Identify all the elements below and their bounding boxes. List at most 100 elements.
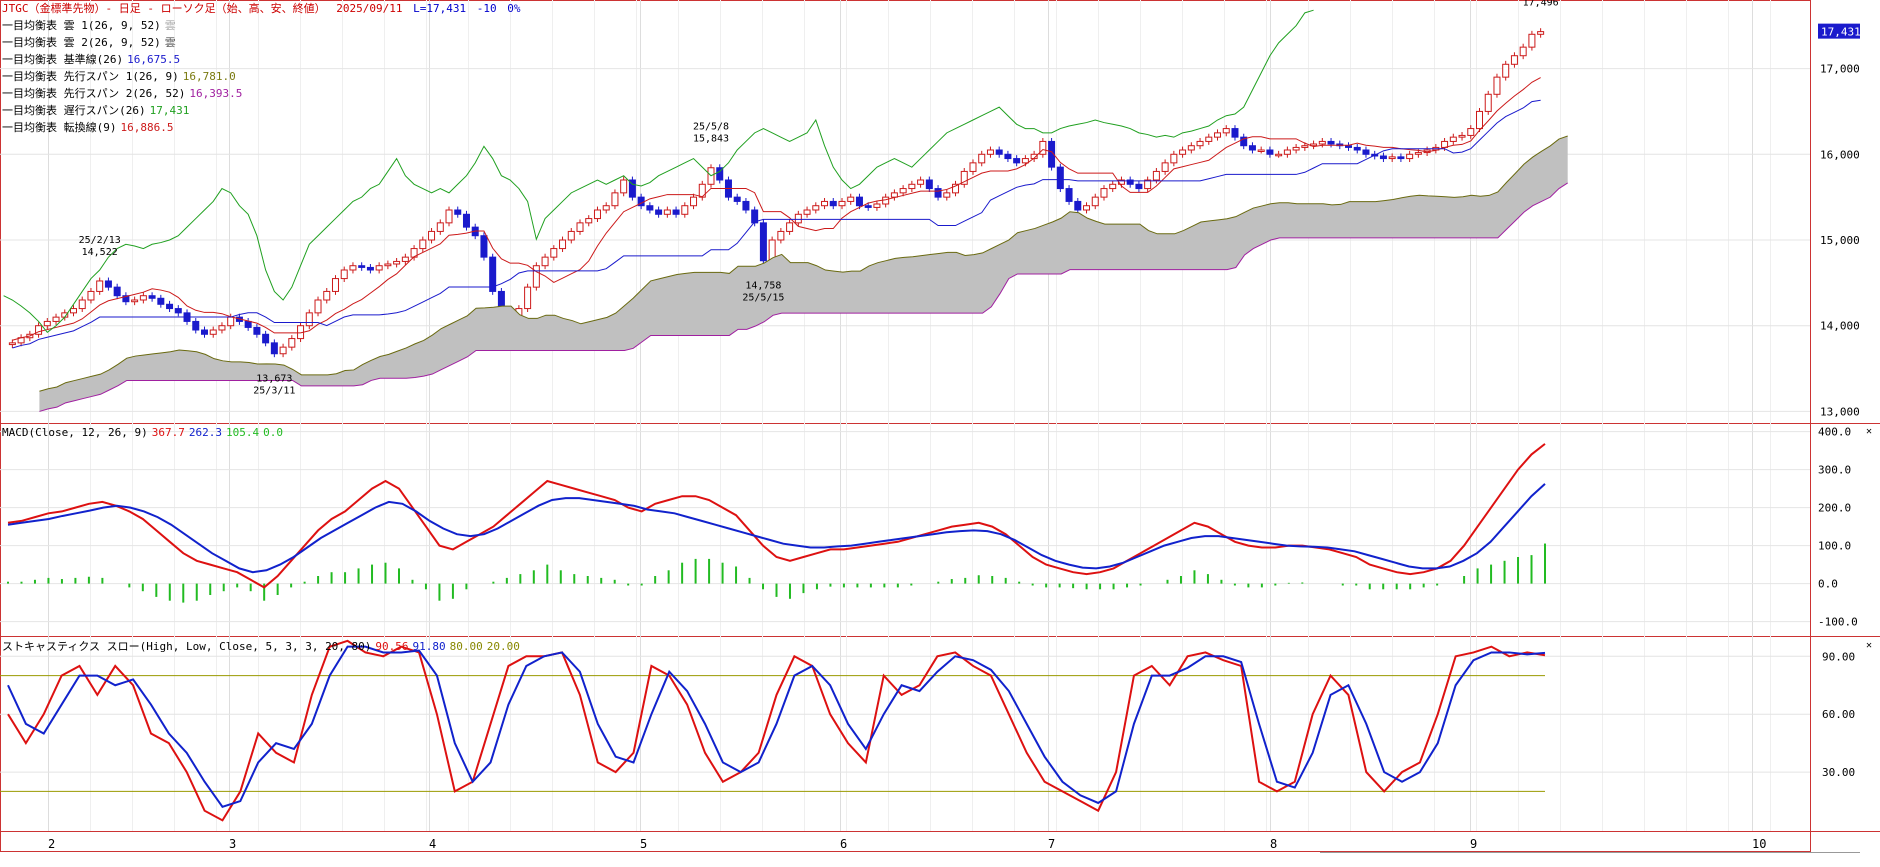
close-macd-icon[interactable]: ✕ bbox=[1865, 426, 1873, 437]
candle-body bbox=[1013, 158, 1021, 164]
candle-body bbox=[1074, 200, 1082, 211]
candle-body bbox=[1039, 140, 1047, 155]
stoch-upper-value: 80.00 bbox=[449, 640, 483, 653]
senkou-span-b-line bbox=[39, 182, 1568, 412]
candle-body bbox=[1257, 149, 1265, 152]
candle-body bbox=[952, 183, 960, 194]
x-tick-label: 9 bbox=[1470, 837, 1477, 851]
stoch-d-line bbox=[7, 645, 1546, 809]
candle-body bbox=[393, 260, 401, 265]
candle-body bbox=[139, 295, 147, 301]
candle-body bbox=[1292, 146, 1300, 151]
legend-label: 一目均衡表 先行スパン 2(26, 52) bbox=[2, 87, 186, 100]
candle-body bbox=[917, 179, 925, 185]
candle-body bbox=[1196, 140, 1204, 147]
macd-hist-value: 105.4 bbox=[225, 426, 260, 439]
close-stoch-icon[interactable]: ✕ bbox=[1865, 640, 1873, 651]
candle-body bbox=[1248, 145, 1256, 151]
candle-body bbox=[340, 269, 348, 280]
candle-body bbox=[1048, 140, 1056, 168]
horizontal-scrollbar[interactable] bbox=[1320, 852, 1860, 859]
stoch-label: ストキャスティクス スロー(High, Low, Close, 5, 3, 3,… bbox=[2, 640, 372, 653]
candle-body bbox=[1179, 149, 1187, 155]
chart-title: JTGC（金標準先物）- 日足 - ローソク足（始、高、安、終値） bbox=[2, 2, 326, 15]
candle-body bbox=[655, 209, 663, 215]
macd-value: 367.7 bbox=[151, 426, 185, 439]
y-tick-label: 200.0 bbox=[1818, 502, 1851, 515]
candle-body bbox=[436, 222, 444, 232]
candle-body bbox=[908, 183, 916, 190]
y-tick-label: 15,000 bbox=[1820, 234, 1860, 247]
legend-value: 16,393.5 bbox=[189, 87, 243, 100]
x-tick-label: 5 bbox=[640, 837, 647, 851]
x-tick-label: 4 bbox=[429, 837, 436, 851]
candle-body bbox=[35, 325, 43, 335]
candle-body bbox=[366, 266, 374, 271]
candle-body bbox=[620, 179, 628, 194]
candle-body bbox=[986, 149, 994, 155]
candle-body bbox=[576, 222, 584, 232]
macd-header: MACD(Close, 12, 26, 9) 367.7 262.3 105.4 0.0 bbox=[2, 424, 287, 441]
candle-body bbox=[925, 179, 933, 190]
candle-body bbox=[550, 248, 558, 258]
candle-body bbox=[157, 297, 165, 305]
legend-label: 一目均衡表 先行スパン 1(26, 9) bbox=[2, 70, 179, 83]
candle-body bbox=[1135, 183, 1143, 190]
legend-label: 一目均衡表 転換線(9) bbox=[2, 121, 117, 134]
legend-row: 一目均衡表 先行スパン 2(26, 52) 16,393.5 bbox=[2, 85, 246, 102]
candle-body bbox=[1056, 166, 1064, 190]
x-tick-label: 7 bbox=[1048, 837, 1055, 851]
candle-body bbox=[480, 235, 488, 258]
legend-row: 一目均衡表 先行スパン 1(26, 9) 16,781.0 bbox=[2, 68, 240, 85]
candle-body bbox=[1144, 179, 1152, 190]
chart-date: 2025/09/11 bbox=[336, 2, 403, 15]
x-tick-label: 2 bbox=[48, 837, 55, 851]
candle-body bbox=[331, 278, 339, 292]
candle-body bbox=[1266, 149, 1274, 155]
macd-line bbox=[7, 443, 1546, 589]
candle-body bbox=[751, 209, 759, 224]
candle-body bbox=[288, 338, 296, 348]
candle-body bbox=[1528, 33, 1536, 48]
annotation-price: 15,843 bbox=[693, 134, 729, 145]
candle-body bbox=[166, 303, 174, 310]
candle-body bbox=[1493, 76, 1501, 95]
candle-body bbox=[829, 200, 837, 207]
candle-body bbox=[934, 188, 942, 198]
candle-body bbox=[943, 192, 951, 198]
candle-body bbox=[1406, 153, 1414, 160]
x-tick-label: 10 bbox=[1752, 837, 1766, 851]
y-tick-label: 60.00 bbox=[1822, 708, 1855, 721]
senkou-span-a-line bbox=[39, 135, 1568, 392]
candle-body bbox=[384, 263, 392, 267]
candle-body bbox=[786, 222, 794, 232]
candle-body bbox=[1083, 205, 1091, 211]
candle-body bbox=[1126, 179, 1134, 185]
candle-body bbox=[262, 333, 270, 344]
candle-body bbox=[672, 209, 680, 215]
legend-row: 一目均衡表 雲 1(26, 9, 52) 雲 bbox=[2, 17, 180, 34]
candle-body bbox=[742, 200, 750, 211]
candle-body bbox=[454, 209, 462, 215]
price-change: -10 bbox=[476, 2, 497, 15]
candle-body bbox=[279, 346, 287, 355]
candle-body bbox=[1458, 134, 1466, 138]
candle-body bbox=[524, 286, 532, 310]
candle-body bbox=[978, 153, 986, 164]
candle-body bbox=[899, 188, 907, 194]
legend-value: 雲 bbox=[164, 36, 176, 49]
legend-value: 雲 bbox=[164, 19, 176, 32]
chikou-line bbox=[3, 9, 1314, 334]
candle-body bbox=[104, 280, 112, 288]
candle-body bbox=[122, 295, 130, 303]
annotation-date: 25/5/8 bbox=[693, 122, 729, 133]
candle-body bbox=[52, 316, 60, 322]
candle-body bbox=[43, 320, 51, 327]
candle-body bbox=[855, 196, 863, 207]
candle-body bbox=[445, 209, 453, 224]
candle-body bbox=[969, 162, 977, 172]
candle-body bbox=[1449, 136, 1457, 142]
candle-body bbox=[192, 320, 200, 331]
legend-row: 一目均衡表 遅行スパン(26) 17,431 bbox=[2, 102, 193, 119]
